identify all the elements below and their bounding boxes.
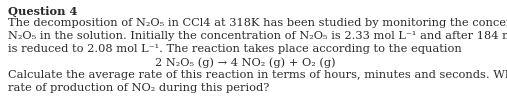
- Text: Question 4: Question 4: [8, 6, 78, 17]
- Text: Calculate the average rate of this reaction in terms of hours, minutes and secon: Calculate the average rate of this react…: [8, 70, 507, 80]
- Text: N₂O₅ in the solution. Initially the concentration of N₂O₅ is 2.33 mol L⁻¹ and af: N₂O₅ in the solution. Initially the conc…: [8, 31, 507, 41]
- Text: 2 N₂O₅ (g) → 4 NO₂ (g) + O₂ (g): 2 N₂O₅ (g) → 4 NO₂ (g) + O₂ (g): [155, 57, 336, 68]
- Text: is reduced to 2.08 mol L⁻¹. The reaction takes place according to the equation: is reduced to 2.08 mol L⁻¹. The reaction…: [8, 44, 462, 54]
- Text: rate of production of NO₂ during this period?: rate of production of NO₂ during this pe…: [8, 83, 269, 93]
- Text: The decomposition of N₂O₅ in CCl4 at 318K has been studied by monitoring the con: The decomposition of N₂O₅ in CCl4 at 318…: [8, 18, 507, 28]
